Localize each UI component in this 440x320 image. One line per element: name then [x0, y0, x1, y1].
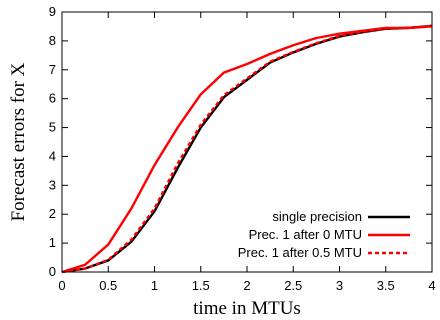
plot-frame: [61, 11, 433, 273]
y-tick-label: 0: [49, 264, 56, 279]
x-tick-label: 2.5: [284, 278, 302, 293]
y-tick-label: 9: [49, 4, 56, 19]
legend-label-1: single precision: [272, 209, 362, 224]
x-tick-label: 1.5: [192, 278, 210, 293]
y-tick-label: 8: [49, 33, 56, 48]
legend-label-3: Prec. 1 after 0.5 MTU: [238, 245, 362, 260]
x-tick-label: 4: [428, 278, 435, 293]
y-tick-label: 5: [49, 120, 56, 135]
y-tick-label: 3: [49, 177, 56, 192]
x-tick-label: 1: [151, 278, 158, 293]
x-tick-label: 3: [336, 278, 343, 293]
x-tick-label: 3.5: [377, 278, 395, 293]
series-lines: [61, 24, 433, 274]
y-tick-label: 7: [49, 62, 56, 77]
y-tick-label: 4: [49, 148, 56, 163]
x-tick-labels: 0 0.5 1 1.5 2 2.5 3 3.5 4: [58, 278, 435, 293]
series-line-3: [61, 24, 433, 274]
y-tick-label: 2: [49, 206, 56, 221]
legend-label-2: Prec. 1 after 0 MTU: [249, 227, 362, 242]
tick-marks: [61, 11, 433, 273]
y-tick-labels: 0 1 2 3 4 5 6 7 8 9: [49, 4, 56, 279]
y-tick-label: 1: [49, 235, 56, 250]
legend: single precision Prec. 1 after 0 MTU Prec.…: [238, 209, 410, 260]
y-tick-label: 6: [49, 91, 56, 106]
x-tick-label: 0: [58, 278, 65, 293]
x-tick-label: 2: [243, 278, 250, 293]
y-axis-title: Forecast errors for X: [8, 62, 29, 221]
x-axis-title: time in MTUs: [193, 298, 301, 319]
x-tick-label: 0.5: [99, 278, 117, 293]
